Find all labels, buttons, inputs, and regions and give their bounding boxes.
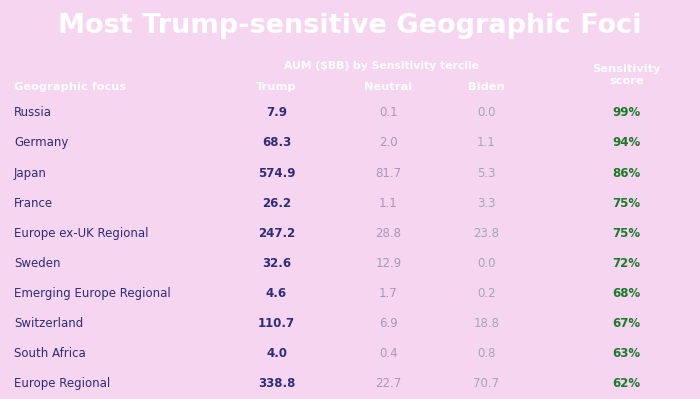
Text: 86%: 86% xyxy=(612,166,640,180)
Text: 7.9: 7.9 xyxy=(266,106,287,119)
Text: 0.4: 0.4 xyxy=(379,347,398,360)
Text: 4.6: 4.6 xyxy=(266,287,287,300)
Text: 68%: 68% xyxy=(612,287,640,300)
Text: Japan: Japan xyxy=(14,166,47,180)
Text: Neutral: Neutral xyxy=(365,82,412,92)
Text: Sweden: Sweden xyxy=(14,257,60,270)
Text: Geographic focus: Geographic focus xyxy=(14,82,126,92)
Text: 72%: 72% xyxy=(612,257,640,270)
Text: 3.3: 3.3 xyxy=(477,197,496,210)
Text: 75%: 75% xyxy=(612,197,640,210)
Text: Europe Regional: Europe Regional xyxy=(14,377,111,391)
Text: 94%: 94% xyxy=(612,136,640,150)
Text: 2.0: 2.0 xyxy=(379,136,398,150)
Text: 67%: 67% xyxy=(612,317,640,330)
Text: 1.1: 1.1 xyxy=(477,136,496,150)
Text: South Africa: South Africa xyxy=(14,347,85,360)
Text: 75%: 75% xyxy=(612,227,640,240)
Text: 26.2: 26.2 xyxy=(262,197,291,210)
Text: Biden: Biden xyxy=(468,82,505,92)
Text: 22.7: 22.7 xyxy=(375,377,402,391)
Text: Sensitivity
score: Sensitivity score xyxy=(592,63,661,86)
Text: 18.8: 18.8 xyxy=(473,317,500,330)
Text: 12.9: 12.9 xyxy=(375,257,402,270)
Text: 99%: 99% xyxy=(612,106,640,119)
Text: 247.2: 247.2 xyxy=(258,227,295,240)
Text: 4.0: 4.0 xyxy=(266,347,287,360)
Text: Most Trump-sensitive Geographic Foci: Most Trump-sensitive Geographic Foci xyxy=(58,13,642,39)
Text: 28.8: 28.8 xyxy=(375,227,402,240)
Text: Europe ex-UK Regional: Europe ex-UK Regional xyxy=(14,227,148,240)
Text: Germany: Germany xyxy=(14,136,69,150)
Text: Russia: Russia xyxy=(14,106,52,119)
Text: Switzerland: Switzerland xyxy=(14,317,83,330)
Text: 70.7: 70.7 xyxy=(473,377,500,391)
Text: Emerging Europe Regional: Emerging Europe Regional xyxy=(14,287,171,300)
Text: Trump: Trump xyxy=(256,82,297,92)
Text: 338.8: 338.8 xyxy=(258,377,295,391)
Text: 110.7: 110.7 xyxy=(258,317,295,330)
Text: 62%: 62% xyxy=(612,377,640,391)
Text: 0.0: 0.0 xyxy=(477,106,496,119)
Text: France: France xyxy=(14,197,53,210)
Text: 6.9: 6.9 xyxy=(379,317,398,330)
Text: 0.1: 0.1 xyxy=(379,106,398,119)
Text: 0.8: 0.8 xyxy=(477,347,496,360)
Text: 0.2: 0.2 xyxy=(477,287,496,300)
Text: 63%: 63% xyxy=(612,347,640,360)
Text: 574.9: 574.9 xyxy=(258,166,295,180)
Text: 0.0: 0.0 xyxy=(477,257,496,270)
Text: 23.8: 23.8 xyxy=(473,227,500,240)
Text: 68.3: 68.3 xyxy=(262,136,291,150)
Text: 1.7: 1.7 xyxy=(379,287,398,300)
Text: 1.1: 1.1 xyxy=(379,197,398,210)
Text: AUM ($BB) by Sensitivity tercile: AUM ($BB) by Sensitivity tercile xyxy=(284,61,479,71)
Text: 81.7: 81.7 xyxy=(375,166,402,180)
Text: 32.6: 32.6 xyxy=(262,257,291,270)
Text: 5.3: 5.3 xyxy=(477,166,496,180)
